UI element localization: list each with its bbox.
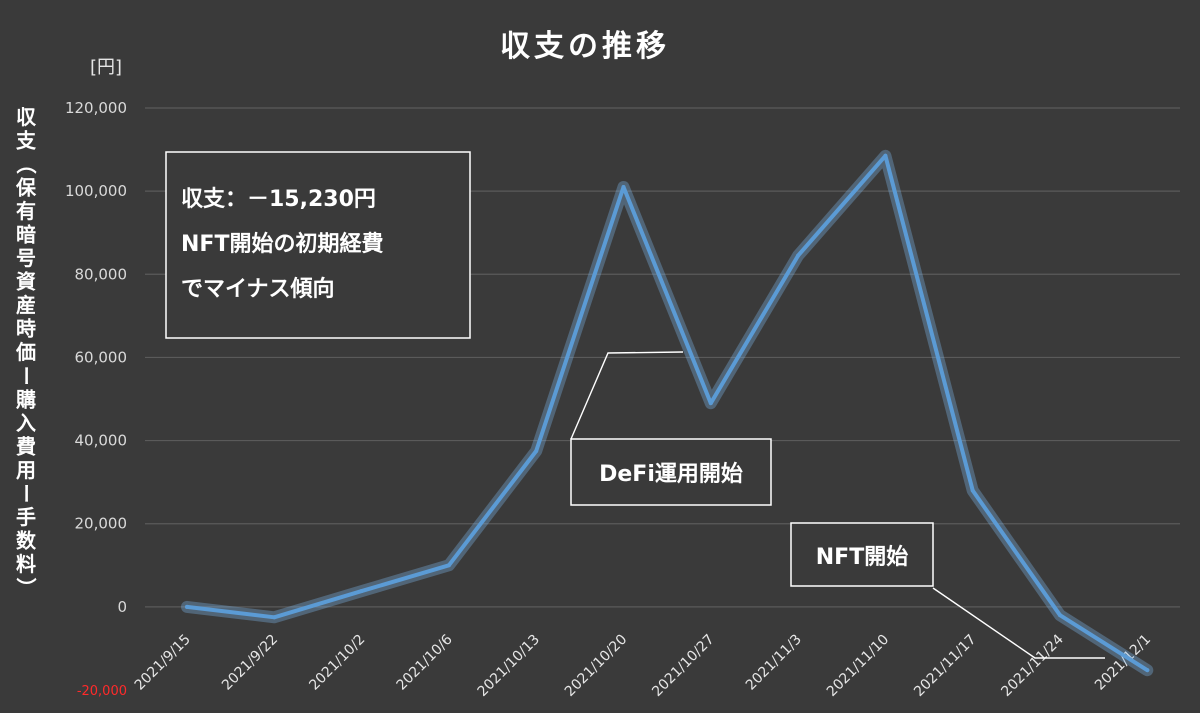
annotation-frame <box>570 438 772 506</box>
series-line <box>185 153 1150 673</box>
y-axis-label-char: ） <box>14 577 38 597</box>
y-tick-label: 120,000 <box>65 99 127 117</box>
annotation-text: 収支：－15,230円 <box>181 187 376 212</box>
data-point <box>272 615 277 620</box>
annotation-text: NFT開始 <box>816 544 908 570</box>
annotation-frame <box>165 151 471 339</box>
data-point <box>1145 668 1150 673</box>
data-point <box>446 563 451 568</box>
data-point <box>1058 613 1062 618</box>
x-tick-label: 2021/10/13 <box>475 632 543 700</box>
y-tick-label: 100,000 <box>65 182 127 200</box>
annotation-text: DeFi運用開始 <box>599 461 743 487</box>
x-tick-label: 2021/10/2 <box>306 632 368 694</box>
y-axis-label-char: 産 <box>16 293 36 317</box>
annotation-leader-line <box>570 351 684 440</box>
x-tick-label: 2021/11/10 <box>824 632 892 700</box>
y-axis-label-char: 保 <box>15 176 37 200</box>
data-point <box>185 604 189 609</box>
y-axis-label-char: 支 <box>16 129 37 153</box>
y-axis-label-char: ー <box>14 366 38 386</box>
data-point <box>359 589 364 594</box>
y-axis-label-char: 入 <box>16 411 36 435</box>
annotation-box: NFT開始 <box>790 522 1105 659</box>
x-tick-label: 2021/10/6 <box>394 631 456 693</box>
x-tick-label: 2021/9/22 <box>219 632 281 694</box>
y-axis-label-char: 価 <box>15 340 36 364</box>
data-point <box>708 401 713 406</box>
y-axis-label-char: 料 <box>16 552 36 576</box>
annotation-text: でマイナス傾向 <box>181 276 335 302</box>
y-tick-labels: 120,000 100,000 80,000 60,000 40,000 20,000 0 -… <box>65 99 127 699</box>
y-tick-label: 40,000 <box>75 432 128 450</box>
y-axis-label-char: 暗 <box>16 223 36 247</box>
data-point <box>534 448 539 453</box>
y-axis-label-char: （ <box>14 154 38 174</box>
x-tick-label: 2021/10/20 <box>562 632 630 700</box>
y-axis-label-char: 有 <box>16 199 36 223</box>
x-tick-label: 2021/9/15 <box>132 632 194 694</box>
x-tick-labels: 2021/9/15 2021/9/22 2021/10/2 2021/10/6 2021… <box>132 631 1154 699</box>
data-point <box>621 184 626 189</box>
annotation-box: DeFi運用開始 <box>570 351 772 506</box>
series-layer <box>181 149 1154 677</box>
y-axis-label-char: 費 <box>16 434 36 458</box>
y-tick-label: -20,000 <box>77 684 127 699</box>
y-tick-label: 20,000 <box>75 515 128 533</box>
y-tick-label: 60,000 <box>75 348 128 366</box>
y-tick-label: 0 <box>117 598 127 616</box>
data-point <box>970 488 975 493</box>
annotation-leader-line <box>932 587 1105 659</box>
x-tick-label: 2021/11/24 <box>998 631 1066 699</box>
data-point <box>883 153 888 158</box>
y-axis-label-char: 購 <box>16 387 36 411</box>
x-tick-label: 2021/11/17 <box>911 632 979 700</box>
data-point <box>796 253 801 258</box>
y-axis-label-char: 数 <box>16 528 37 552</box>
annotation-text: NFT開始の初期経費 <box>181 231 383 257</box>
y-axis-label-char: 時 <box>16 317 36 341</box>
y-axis-label-char: 号 <box>16 246 36 270</box>
x-tick-label: 2021/10/27 <box>649 632 717 700</box>
y-axis-label-char: ー <box>14 483 38 503</box>
chart-title: 収支の推移 <box>500 29 670 64</box>
y-axis-label-char: 手 <box>16 505 36 529</box>
unit-label: [円] <box>90 57 122 78</box>
y-tick-label: 80,000 <box>75 265 128 283</box>
y-axis-label-char: 資 <box>16 270 36 294</box>
x-tick-label: 2021/11/3 <box>743 632 805 694</box>
annotation-frame <box>790 522 934 587</box>
y-axis-label-char: 用 <box>16 458 36 482</box>
y-axis-label-char: 収 <box>16 105 37 129</box>
